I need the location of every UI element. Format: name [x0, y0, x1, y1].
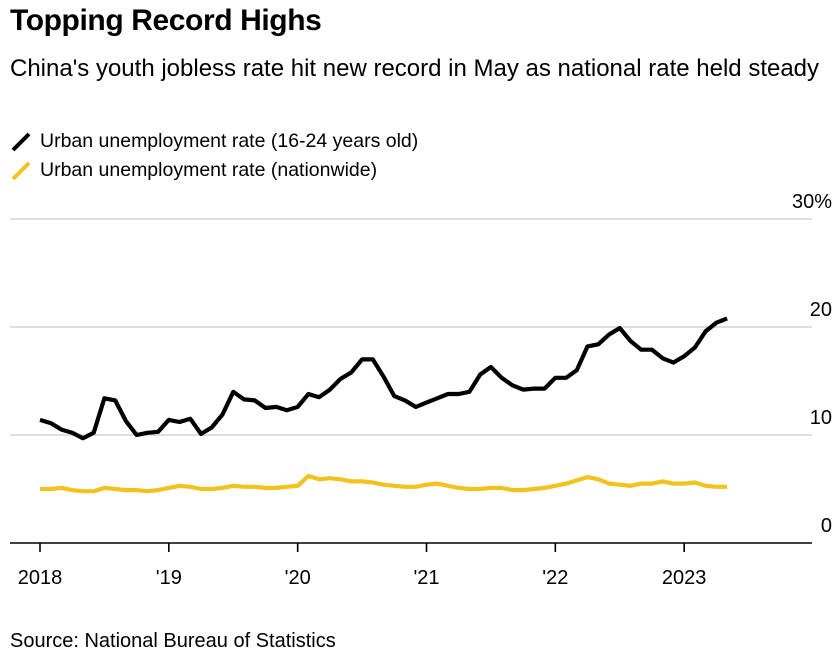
legend-swatch-nationwide	[11, 161, 31, 180]
y-tick-label: 30%	[792, 191, 832, 213]
x-tick-label: 2018	[18, 567, 63, 589]
y-tick-label: 20	[810, 299, 832, 321]
chart-subtitle: China's youth jobless rate hit new recor…	[10, 55, 820, 82]
series-line-nationwide	[40, 473, 728, 494]
legend-label-nationwide: Urban unemployment rate (nationwide)	[40, 159, 378, 181]
source-note: Source: National Bureau of Statistics	[10, 630, 336, 652]
x-tick-label: '19	[156, 567, 182, 589]
legend-item-youth: Urban unemployment rate (16-24 years old…	[10, 127, 418, 156]
legend-label-youth: Urban unemployment rate (16-24 years old…	[40, 130, 419, 152]
series-line-youth	[39, 316, 728, 441]
legend-item-nationwide: Urban unemployment rate (nationwide)	[10, 156, 418, 185]
x-tick-label: 2023	[662, 567, 707, 589]
y-tick-label: 10	[810, 407, 832, 429]
x-tick-label: '22	[542, 567, 568, 589]
chart-title: Topping Record Highs	[10, 4, 322, 37]
y-tick-label: 0	[821, 515, 832, 537]
legend-swatch-youth	[11, 132, 31, 151]
x-tick-label: '21	[413, 567, 439, 589]
legend: Urban unemployment rate (16-24 years old…	[10, 127, 418, 185]
x-tick-label: '20	[285, 567, 311, 589]
